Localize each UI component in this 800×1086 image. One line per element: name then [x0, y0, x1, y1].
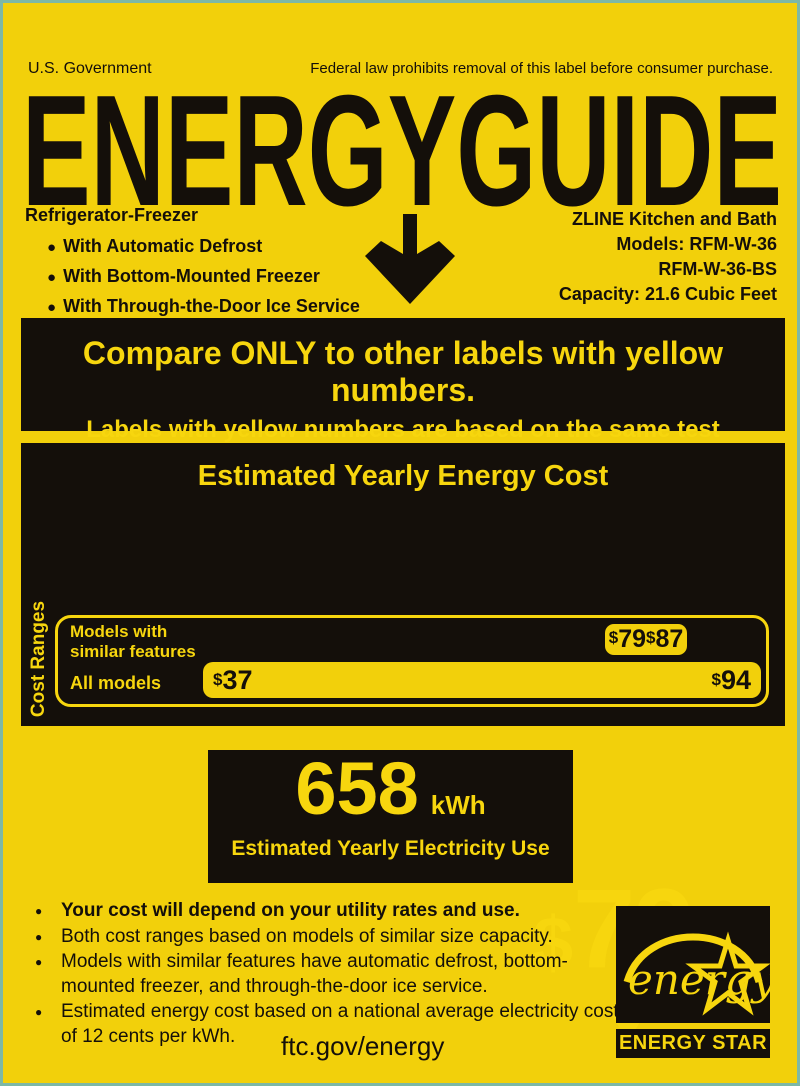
footnotes: Your cost will depend on your utility ra… — [33, 899, 633, 1050]
range-max: $87 — [646, 625, 684, 653]
feature-text: With Bottom-Mounted Freezer — [63, 266, 320, 286]
bullet-icon: ● — [47, 269, 57, 286]
compare-banner: Compare ONLY to other labels with yellow… — [21, 318, 785, 471]
range-max: $94 — [711, 664, 751, 695]
energyguide-logo: ENERGYGUIDE — [22, 63, 782, 239]
compare-banner-headline: Compare ONLY to other labels with yellow… — [82, 335, 724, 408]
all-models-range-bar: $37 $94 — [203, 662, 761, 698]
similar-models-label: Models with similar features — [70, 622, 196, 662]
model-number-1: Models: RFM-W-36 — [616, 234, 777, 254]
energy-star-emblem-icon: energy — [623, 931, 777, 1016]
kwh-value: 658 — [295, 747, 419, 830]
product-description: Refrigerator-Freezer ● With Automatic Def… — [25, 205, 360, 322]
range-min: $79 — [608, 625, 646, 653]
energyguide-logo-text: ENERGYGUIDE — [22, 63, 782, 239]
dollar-sign: $ — [608, 628, 619, 647]
dollar-sign: $ — [213, 669, 223, 689]
feature-item: ● With Through-the-Door Ice Service — [47, 292, 360, 322]
us-government-text: U.S. Government — [28, 60, 152, 77]
similar-models-label-line1: Models with — [70, 622, 168, 641]
footnote: Both cost ranges based on models of simi… — [33, 925, 633, 950]
kwh-unit: kWh — [430, 790, 486, 820]
similar-models-range-bar: $79 $87 — [605, 624, 687, 655]
footnote: Your cost will depend on your utility ra… — [33, 899, 633, 924]
electricity-use-caption: Estimated Yearly Electricity Use — [231, 837, 550, 860]
similar-models-label-line2: similar features — [70, 642, 196, 661]
energy-cost-title: Estimated Yearly Energy Cost — [197, 460, 609, 492]
electricity-use-box: 658 kWh Estimated Yearly Electricity Use — [208, 750, 573, 883]
dollar-sign: $ — [646, 628, 656, 647]
energy-script-text: energy — [628, 955, 770, 1004]
feature-item: ● With Automatic Defrost — [47, 232, 360, 262]
electricity-use-value-row: 658 kWh — [295, 752, 485, 826]
footnote: Models with similar features have automa… — [33, 950, 633, 999]
energy-star-logo: energy — [616, 906, 777, 1023]
federal-notice-text: Federal law prohibits removal of this la… — [310, 60, 773, 77]
cost-ranges-axis-text: Cost Ranges — [28, 600, 50, 718]
feature-text: With Automatic Defrost — [63, 236, 263, 256]
energy-star-wordmark: ENERGY STAR — [616, 1029, 770, 1058]
product-category: Refrigerator-Freezer — [25, 205, 199, 225]
manufacturer-info: ZLINE Kitchen and Bath Models: RFM-W-36 … — [559, 207, 777, 307]
capacity-text: Capacity: 21.6 Cubic Feet — [558, 284, 777, 304]
range-min: $37 — [213, 664, 253, 695]
down-arrow-icon — [365, 214, 455, 304]
cost-ranges-axis: Cost Ranges — [25, 601, 53, 717]
header-row: U.S. Government Federal law prohibits re… — [28, 60, 773, 78]
bullet-icon: ● — [47, 299, 57, 316]
brand-name: ZLINE Kitchen and Bath — [571, 209, 777, 229]
feature-item: ● With Bottom-Mounted Freezer — [47, 262, 360, 292]
energy-cost-box: Estimated Yearly Energy Cost $79 Cost Ra… — [21, 443, 785, 1042]
cost-ranges-chart: Models with similar features $79 $87 All … — [55, 615, 769, 707]
all-models-label: All models — [70, 673, 162, 693]
footnote: Estimated energy cost based on a nationa… — [33, 1000, 633, 1049]
ftc-url: ftc.gov/energy — [281, 1031, 445, 1061]
feature-text: With Through-the-Door Ice Service — [63, 296, 360, 316]
dollar-sign: $ — [711, 669, 721, 689]
model-number-2: RFM-W-36-BS — [658, 259, 777, 279]
bullet-icon: ● — [47, 239, 57, 256]
